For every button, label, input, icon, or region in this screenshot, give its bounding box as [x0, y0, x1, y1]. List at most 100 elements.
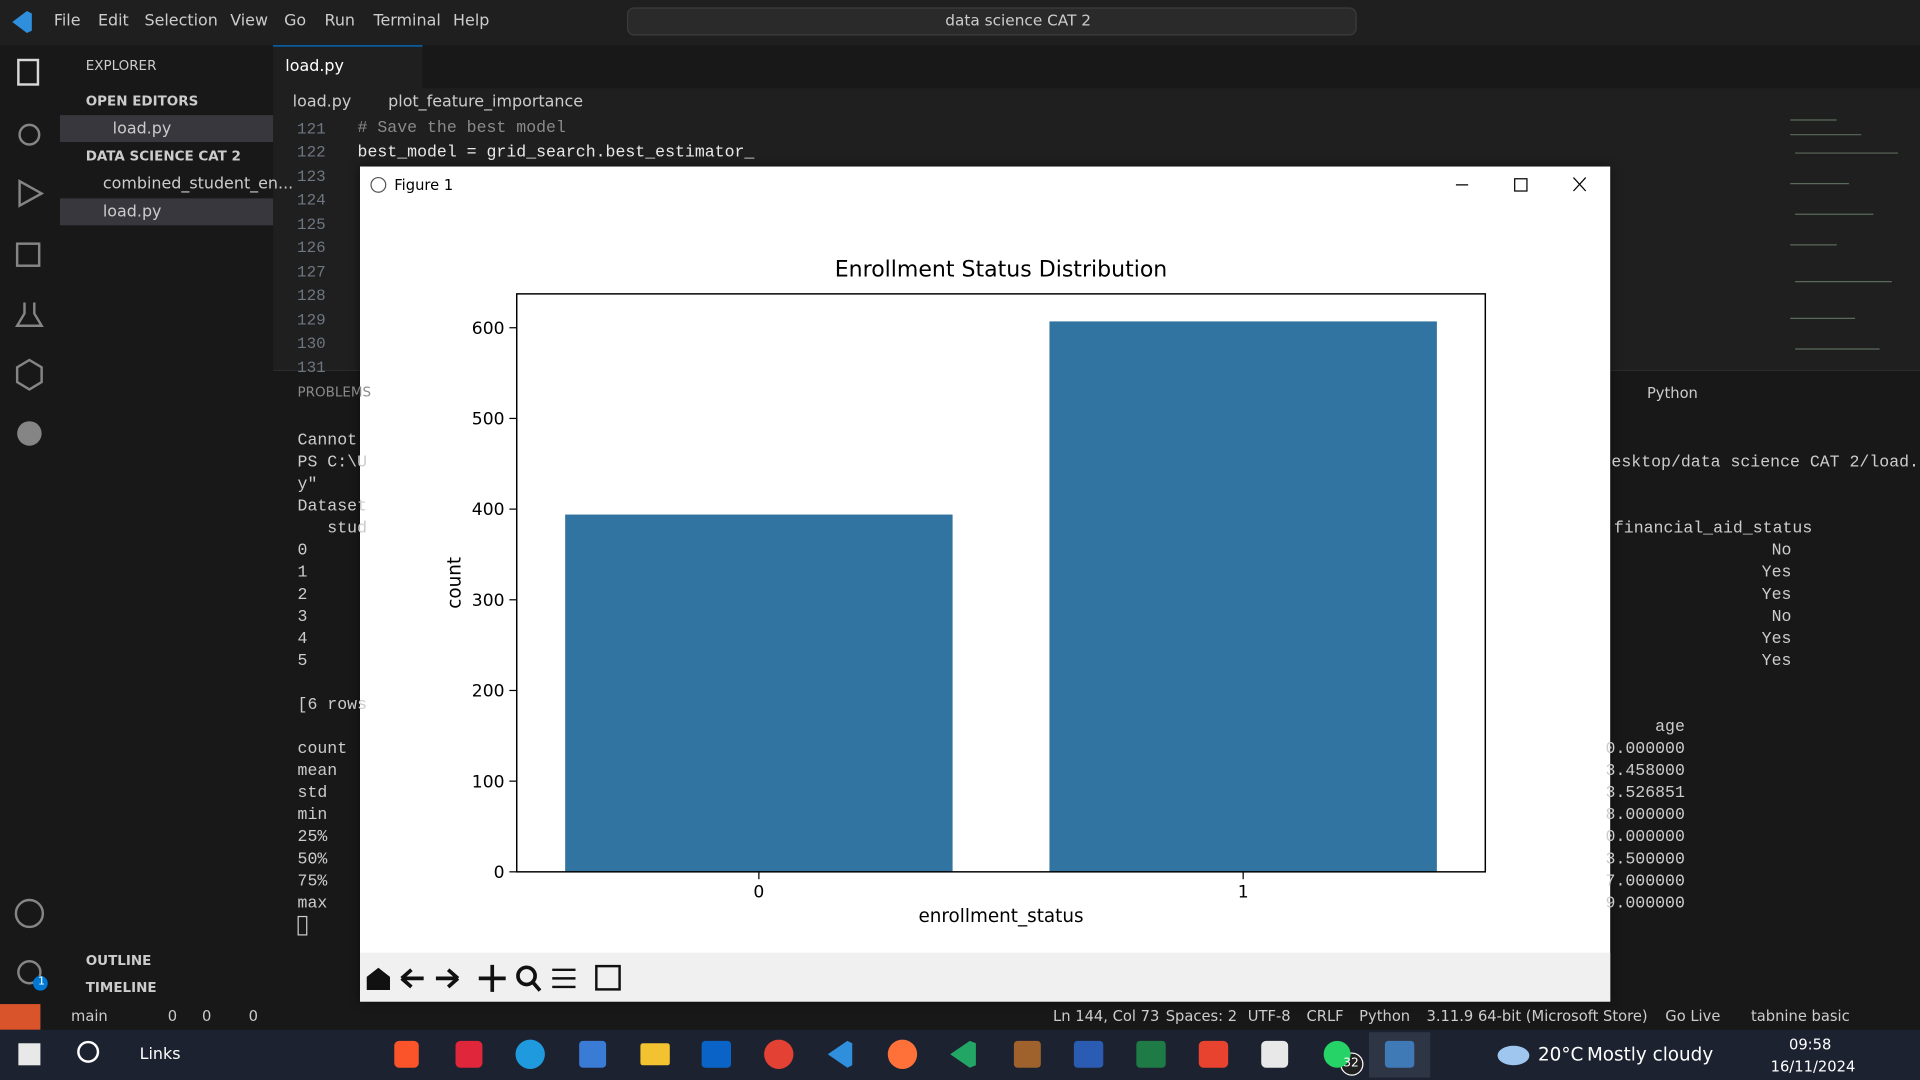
- remote-icon[interactable]: [15, 358, 43, 391]
- terminal-line: 3: [297, 608, 308, 627]
- tab-label[interactable]: load.py: [285, 57, 344, 76]
- x-axis-label: enrollment_status: [918, 906, 1083, 927]
- terminal-line: 0.000000: [1605, 740, 1685, 760]
- taskbar-links[interactable]: Links: [139, 1045, 181, 1065]
- settings-icon[interactable]: [17, 960, 42, 985]
- line-number: 124: [297, 191, 326, 210]
- selected-file[interactable]: [60, 198, 274, 226]
- panel-tab[interactable]: PROBLEMS: [297, 384, 372, 401]
- status-item[interactable]: 0: [167, 1007, 178, 1025]
- terminal-line: 0.000000: [1605, 828, 1685, 848]
- status-item[interactable]: tabnine basic: [1751, 1007, 1850, 1025]
- menu-item[interactable]: Run: [324, 12, 356, 31]
- account-icon[interactable]: [14, 898, 45, 929]
- terminal-line: [6 rows: [297, 696, 368, 716]
- status-item[interactable]: UTF-8: [1247, 1007, 1291, 1025]
- terminal-line: 8.000000: [1605, 806, 1685, 826]
- status-item[interactable]: Spaces: 2: [1165, 1007, 1238, 1025]
- outline-header[interactable]: OUTLINE: [85, 952, 152, 969]
- search-box[interactable]: [626, 7, 1357, 36]
- terminal-line: stud: [297, 520, 368, 539]
- menu-item[interactable]: Help: [453, 12, 490, 31]
- breadcrumb[interactable]: plot_feature_importance: [388, 93, 584, 112]
- bar: [1049, 321, 1437, 872]
- weather-temp[interactable]: 20°C: [1537, 1043, 1584, 1066]
- line-number: 130: [297, 334, 326, 353]
- status-item[interactable]: Python: [1359, 1007, 1411, 1025]
- vscode-logo: [12, 11, 32, 34]
- remote-button[interactable]: [0, 1004, 41, 1030]
- status-item[interactable]: 3.11.9 64-bit (Microsoft Store): [1426, 1007, 1648, 1025]
- terminal-line: No: [1771, 608, 1792, 627]
- terminal-line: 3.458000: [1605, 762, 1685, 782]
- menu-item[interactable]: View: [230, 12, 268, 31]
- figure-controls: [366, 176, 1587, 992]
- settings-badge: 1: [37, 975, 45, 989]
- file-item[interactable]: load.py: [102, 203, 162, 222]
- line-number: 129: [297, 310, 326, 329]
- menu-item[interactable]: Selection: [144, 12, 218, 31]
- bar: [565, 514, 953, 872]
- status-item[interactable]: Ln 144, Col 73: [1053, 1007, 1160, 1025]
- terminal-line: financial_aid_status: [1613, 520, 1813, 539]
- toolbar-buttons[interactable]: [366, 964, 621, 992]
- y-tick-label: 400: [472, 500, 505, 520]
- timeline-header[interactable]: TIMELINE: [85, 979, 157, 996]
- close-button[interactable]: [1573, 177, 1587, 192]
- terminal-shell[interactable]: Python: [1646, 384, 1698, 402]
- line-number: 131: [297, 358, 326, 377]
- terminal-line: 3.500000: [1605, 851, 1685, 870]
- line-number: 123: [297, 167, 326, 186]
- status-item[interactable]: 0: [248, 1007, 258, 1025]
- status-bar: [0, 1004, 1920, 1030]
- y-tick-label: 600: [472, 319, 505, 339]
- folder-header[interactable]: DATA SCIENCE CAT 2: [85, 148, 241, 165]
- terminal-line: Yes: [1761, 652, 1792, 672]
- active-tab[interactable]: [273, 45, 423, 90]
- terminal-line: 75%: [297, 873, 328, 892]
- scm-icon[interactable]: [18, 123, 41, 146]
- run-icon[interactable]: [18, 179, 45, 208]
- status-item[interactable]: Go Live: [1665, 1007, 1721, 1025]
- menu-item[interactable]: Go: [284, 12, 307, 31]
- clock-time[interactable]: 09:58: [1788, 1035, 1832, 1054]
- explorer-icon[interactable]: [17, 58, 40, 86]
- menu-item[interactable]: File: [53, 12, 81, 31]
- taskbar-icons[interactable]: [18, 1032, 1530, 1078]
- y-tick-label: 500: [472, 410, 505, 430]
- terminal-line: No: [1771, 542, 1792, 561]
- taskbar-badge: 32: [1343, 1056, 1359, 1071]
- maximize-button[interactable]: [1514, 178, 1528, 192]
- line-number: 128: [297, 286, 326, 306]
- explorer-header: EXPLORER: [85, 57, 157, 74]
- open-editors-header[interactable]: OPEN EDITORS: [85, 93, 199, 109]
- terminal-line: Yes: [1761, 630, 1792, 649]
- status-item[interactable]: 0: [202, 1007, 212, 1025]
- weather-desc[interactable]: Mostly cloudy: [1586, 1043, 1714, 1066]
- activity-bar: [0, 45, 60, 1005]
- status-item[interactable]: main: [71, 1007, 108, 1025]
- file-item[interactable]: combined_student_en...: [102, 175, 294, 194]
- extensions-icon[interactable]: [15, 242, 41, 267]
- selected-open-file[interactable]: [60, 115, 274, 143]
- search-text[interactable]: data science CAT 2: [945, 11, 1092, 30]
- line-number: 127: [297, 262, 326, 282]
- terminal-line: min: [297, 806, 328, 826]
- menu-item[interactable]: Edit: [97, 12, 129, 31]
- status-item[interactable]: CRLF: [1306, 1007, 1344, 1025]
- y-axis-label: count: [444, 557, 465, 609]
- terminal-line: 50%: [297, 851, 328, 870]
- breadcrumb[interactable]: load.py: [292, 93, 352, 112]
- y-tick-label: 200: [472, 682, 505, 702]
- testing-icon[interactable]: [14, 302, 44, 327]
- clock-date[interactable]: 16/11/2024: [1770, 1057, 1856, 1076]
- terminal-line: PS C:\U: [297, 454, 368, 473]
- terminal-line: 5: [297, 652, 308, 672]
- open-file[interactable]: load.py: [112, 120, 172, 139]
- terminal-cursor: [297, 915, 308, 936]
- menu-item[interactable]: Terminal: [373, 12, 441, 31]
- edge-icon[interactable]: [17, 421, 42, 446]
- terminal-line: 1: [297, 564, 308, 583]
